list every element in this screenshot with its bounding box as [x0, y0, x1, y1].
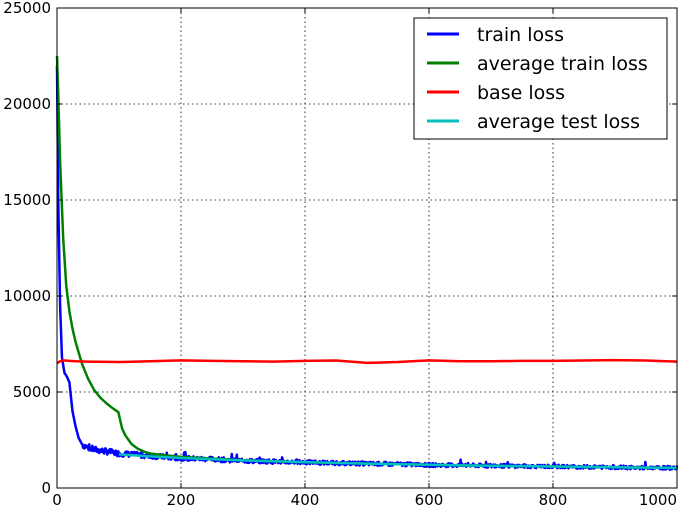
x-tick-label: 600 [415, 491, 444, 508]
plot-frame [56, 7, 678, 489]
y-tick-label: 15000 [3, 191, 51, 209]
series-lines [55, 55, 679, 471]
legend-box [413, 17, 668, 140]
y-tick-label: 20000 [3, 95, 51, 113]
legend-label: average test loss [477, 111, 640, 133]
grid [57, 8, 677, 488]
legend-label: average train loss [477, 53, 648, 75]
legend-label: train loss [477, 24, 564, 46]
y-tick-label: 25000 [3, 0, 51, 17]
series-line-average-test-loss [118, 453, 678, 470]
x-tick-label: 800 [539, 491, 568, 508]
y-tick-label: 10000 [3, 287, 51, 305]
x-tick-label: 400 [291, 491, 320, 508]
legend: train loss average train loss base loss ave… [413, 17, 668, 140]
x-tick-label: 1000 [639, 491, 677, 508]
y-tick-label: 0 [41, 479, 51, 497]
series-line-base-loss [56, 358, 678, 365]
y-tick-label: 5000 [13, 383, 51, 401]
legend-label: base loss [477, 82, 565, 104]
axis-ticks: 0 200 400 600 800 100005000100001500020000250… [3, 0, 678, 508]
x-tick-label: 200 [167, 491, 196, 508]
x-tick-label: 0 [52, 491, 62, 508]
